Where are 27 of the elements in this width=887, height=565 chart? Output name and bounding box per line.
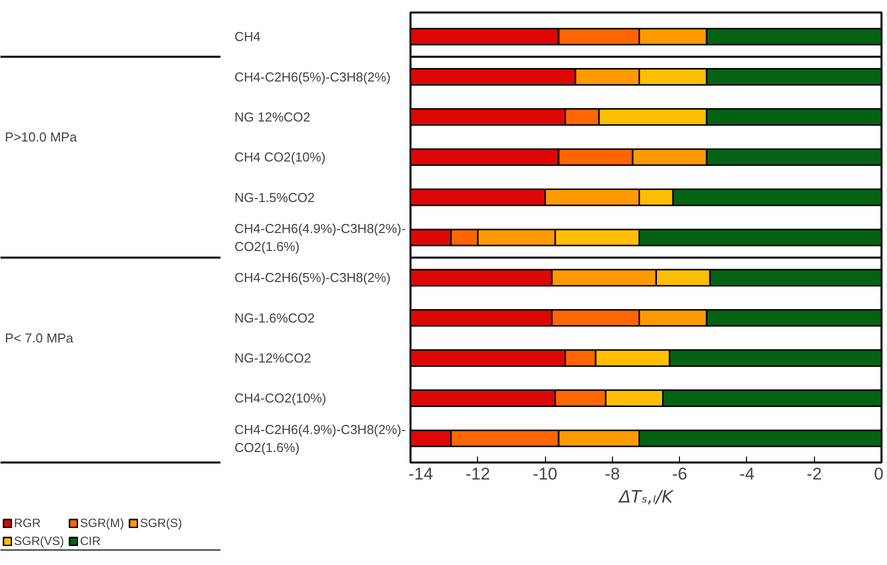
x-tick-label: -12 [466,464,490,484]
y-tick-label: CH4-C2H6(5%)-C3H8(2%) [234,69,391,84]
legend-label: SGR(VS) [14,534,64,548]
y-tick-label: CH4-C2H6(4.9%)-C3H8(2%)-CO2(1.6%) [234,422,406,455]
x-tick-label: -10 [532,464,558,484]
x-tick-label: -6 [672,464,688,484]
legend-label: SGR(S) [140,516,182,530]
x-tick-label: -2 [806,464,822,484]
y-tick-label: NG-12%CO2 [234,350,312,366]
y-tick-label: NG-1.6%CO2 [234,310,315,326]
text: P< 7.0 MPa [4,330,74,346]
y-tick-label: CH4 CO2(10%) [234,150,326,165]
y-tick-label: CH4-CO2(10%) [234,390,326,406]
x-tick-label: -14 [408,464,434,484]
legend-label: RGR [14,516,42,530]
legend-label: SGR(M) [80,516,124,530]
x-tick-label: -8 [604,464,620,484]
y-tick-label: CH4-C2H6(4.9%)-C3H8(2%)-CO2(1.6%) [234,221,406,254]
text: P>10.0 MPa [4,130,78,145]
legend-label: CIR [80,534,102,548]
y-tick-label: NG-1.5%CO2 [234,190,315,205]
x-tick-label: 0 [874,464,884,484]
y-tick-label: NG 12%CO2 [234,109,310,124]
x-axis-title: ΔTₛ,ₗ/K [617,488,675,508]
x-tick-label: -4 [739,464,754,484]
y-tick-label: CH4 [234,29,261,44]
y-tick-label: CH4-C2H6(5%)-C3H8(2%) [234,270,391,286]
